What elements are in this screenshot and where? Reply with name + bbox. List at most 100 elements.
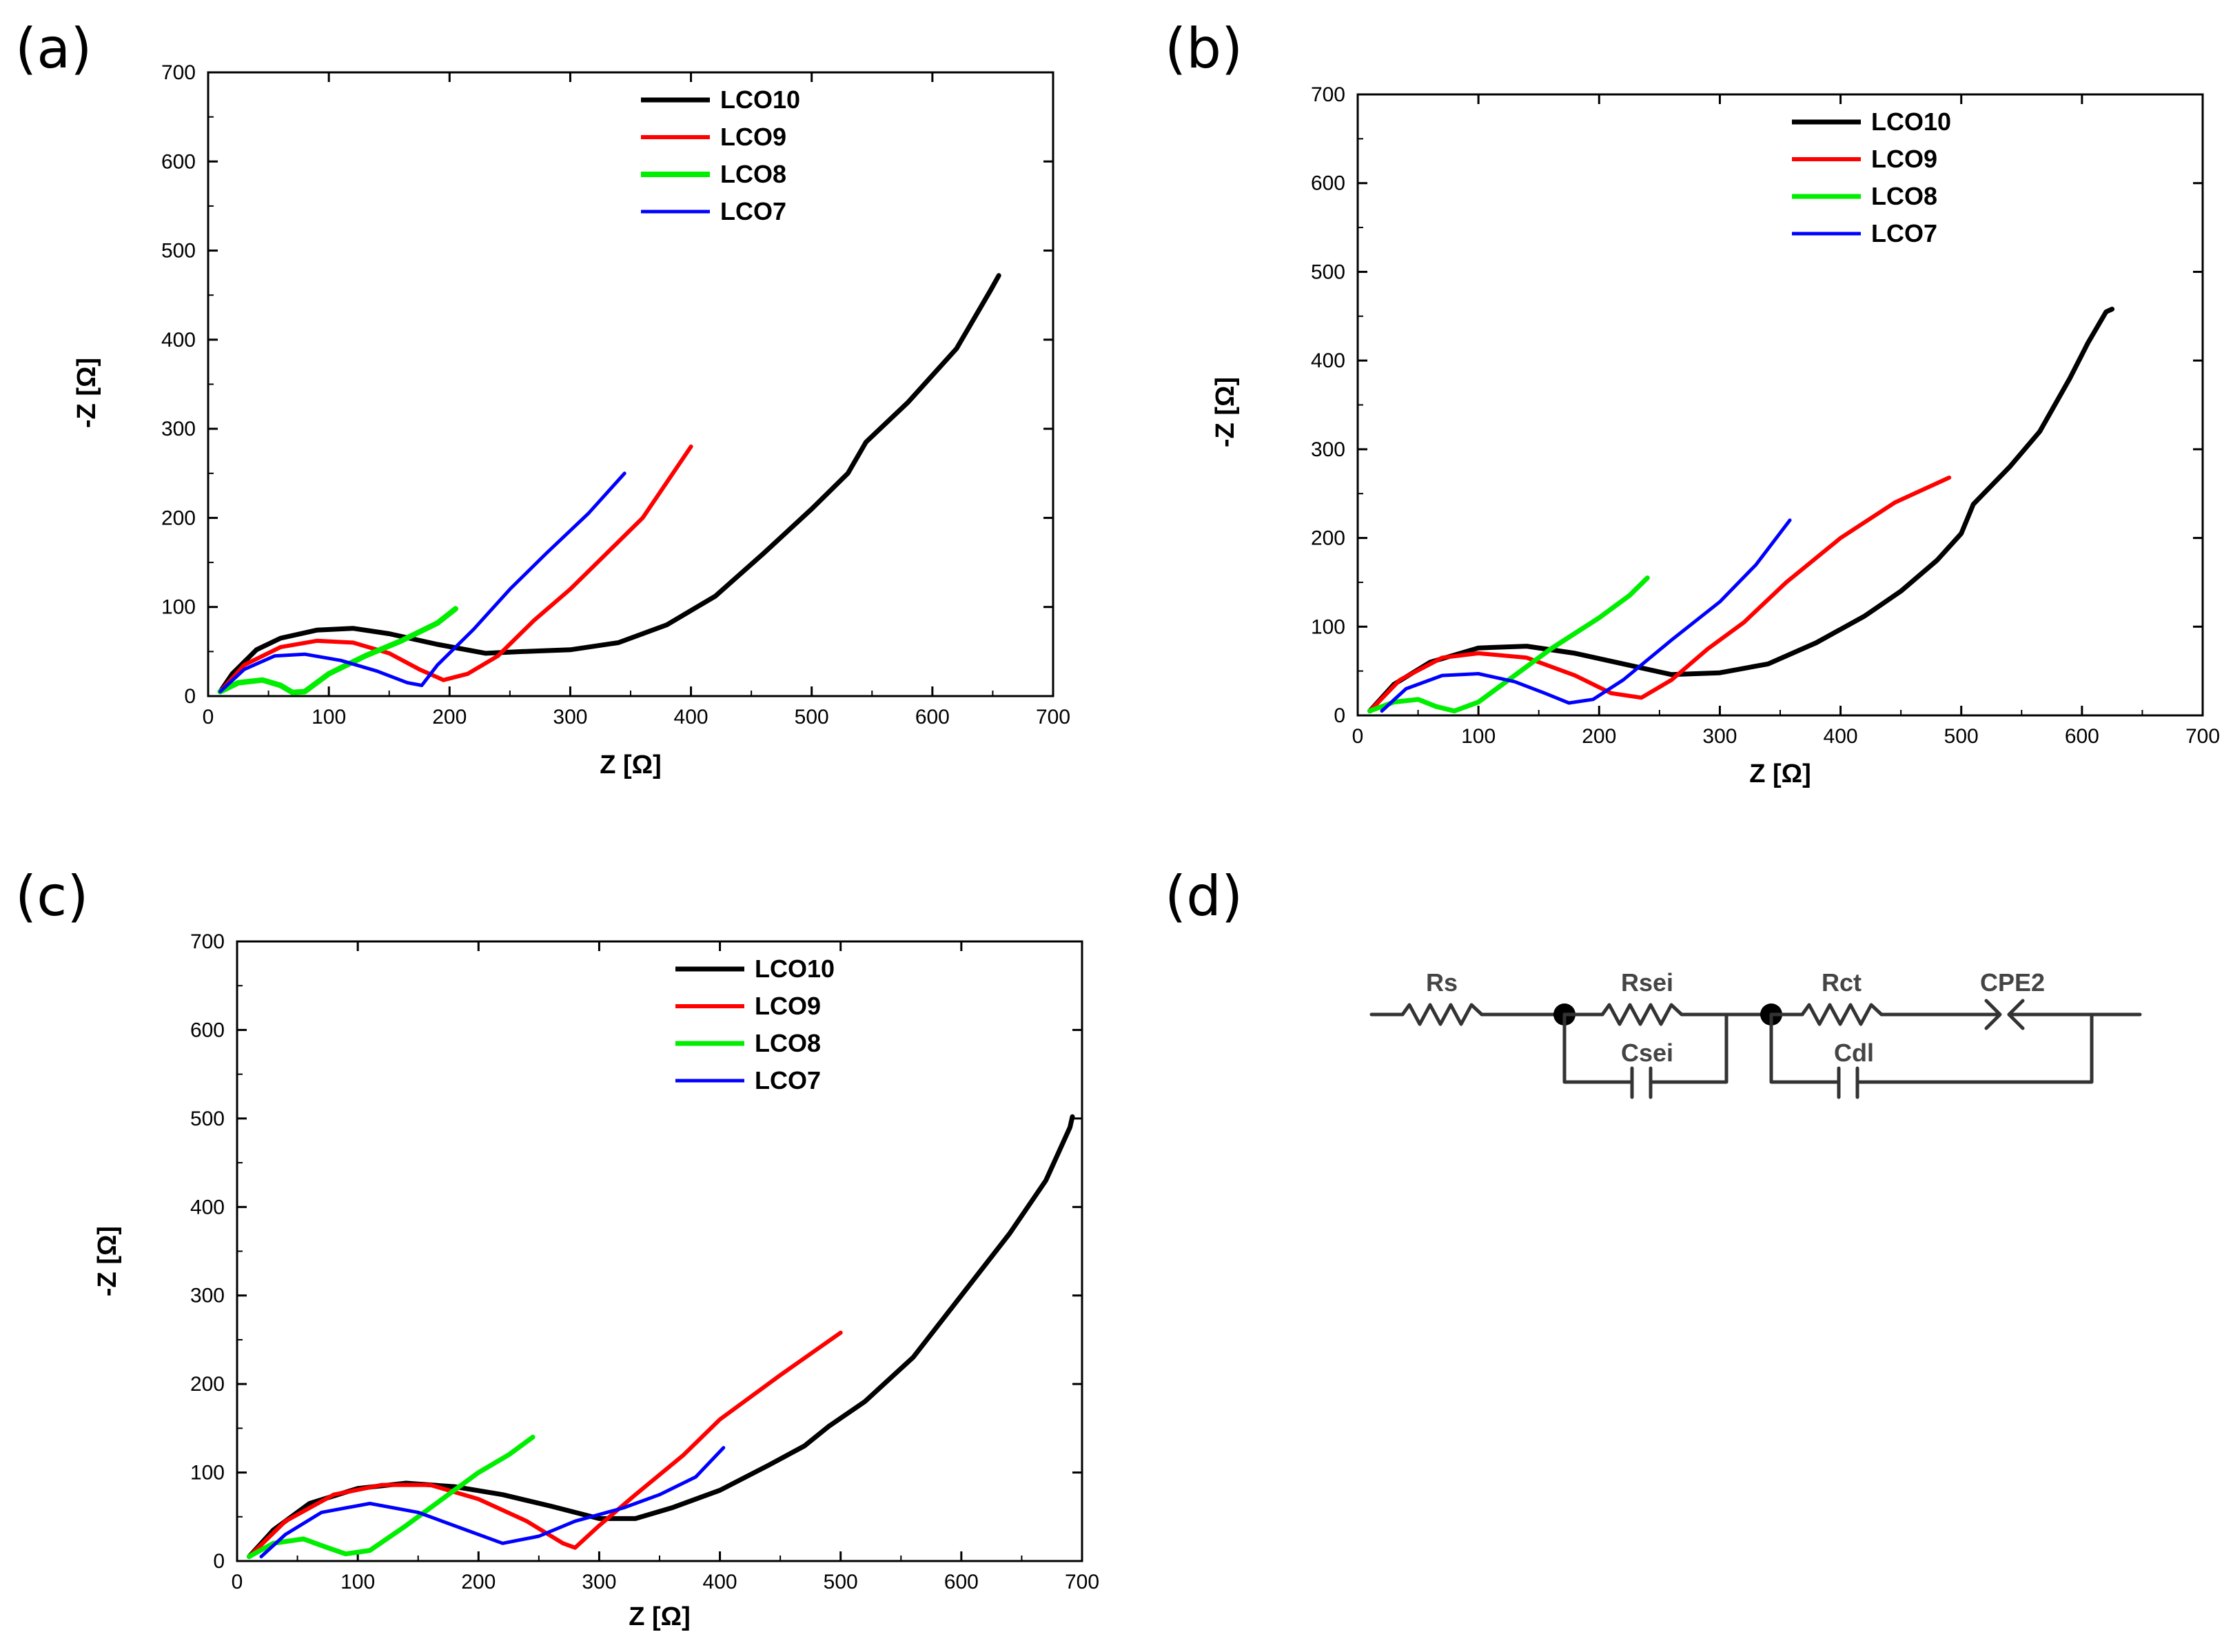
x-tick-label: 300 xyxy=(553,706,587,728)
x-tick-label: 400 xyxy=(674,706,708,728)
x-tick-label: 600 xyxy=(944,1571,979,1593)
cpe2-element-left xyxy=(1984,999,2002,1030)
wire-segment xyxy=(1855,1012,2094,1084)
x-tick-label: 0 xyxy=(203,706,214,728)
panel-label-d: (d) xyxy=(1165,864,1243,928)
legend-label-lco10: LCO10 xyxy=(1871,108,1951,136)
plot-frame xyxy=(236,940,1083,1562)
resistor-rs xyxy=(1400,1003,1484,1026)
series-line-lco8 xyxy=(247,1434,536,1560)
series-line-lco8 xyxy=(1367,575,1650,714)
x-tick-label: 700 xyxy=(1036,706,1070,728)
x-tick-label: 0 xyxy=(232,1571,243,1593)
y-tick-label: 100 xyxy=(1311,615,1345,638)
resistor-rsei xyxy=(1600,1003,1694,1026)
x-tick-label: 100 xyxy=(1461,725,1496,748)
x-tick-label: 600 xyxy=(2065,725,2099,748)
series-line-lco7 xyxy=(259,1446,726,1559)
x-tick-label: 400 xyxy=(703,1571,737,1593)
legend-label-lco9: LCO9 xyxy=(1871,145,1937,173)
x-tick-label: 600 xyxy=(915,706,950,728)
series-line-lco8 xyxy=(217,606,458,695)
series-line-lco10 xyxy=(247,1114,1075,1560)
x-tick-label: 700 xyxy=(1065,1571,1099,1593)
y-tick-label: 0 xyxy=(1334,704,1345,727)
panel-label-a: (a) xyxy=(15,17,92,81)
series-line-lco9 xyxy=(247,1330,843,1559)
y-tick-label: 300 xyxy=(190,1285,225,1307)
y-tick-label: 0 xyxy=(184,685,196,708)
y-tick-label: 700 xyxy=(190,930,225,953)
x-tick-label: 400 xyxy=(1824,725,1858,748)
equivalent-circuit xyxy=(1369,999,2142,1099)
y-tick-label: 400 xyxy=(161,329,196,351)
legend-label-lco8: LCO8 xyxy=(755,1029,821,1057)
x-tick-label: 100 xyxy=(312,706,346,728)
x-tick-label: 100 xyxy=(340,1571,375,1593)
legend-label-lco9: LCO9 xyxy=(755,992,821,1020)
y-tick-label: 600 xyxy=(161,150,196,173)
legend-label-lco10: LCO10 xyxy=(755,955,835,983)
series-line-lco10 xyxy=(218,273,1001,694)
y-axis-label: -Z [Ω] xyxy=(93,1226,122,1296)
y-tick-label: 600 xyxy=(1311,172,1345,195)
wire-segment xyxy=(1562,1012,1634,1084)
y-tick-label: 400 xyxy=(190,1196,225,1218)
y-tick-label: 600 xyxy=(190,1019,225,1041)
y-tick-label: 500 xyxy=(1311,261,1345,283)
y-tick-label: 700 xyxy=(161,61,196,84)
x-tick-label: 500 xyxy=(1944,725,1979,748)
y-tick-label: 100 xyxy=(161,596,196,619)
y-tick-label: 200 xyxy=(190,1373,225,1396)
series-line-lco9 xyxy=(218,445,693,694)
series-line-lco10 xyxy=(1367,307,2115,714)
x-tick-label: 300 xyxy=(1702,725,1737,748)
y-tick-label: 300 xyxy=(161,418,196,440)
x-tick-label: 500 xyxy=(824,1571,858,1593)
y-tick-label: 500 xyxy=(190,1108,225,1130)
panel-label-c: (c) xyxy=(15,864,88,928)
legend-label-lco7: LCO7 xyxy=(755,1066,821,1094)
y-tick-label: 700 xyxy=(1311,83,1345,106)
y-tick-label: 300 xyxy=(1311,438,1345,461)
y-tick-label: 0 xyxy=(213,1550,225,1573)
y-tick-label: 400 xyxy=(1311,349,1345,372)
chart-panel-a: 0 100 200 300 400 500 600 700 0 100 200 300 400 500 60… xyxy=(72,61,1070,779)
circuit-labels: Rs Rsei Csei Rct Cdl CPE2 xyxy=(1426,968,2045,1067)
x-tick-label: 500 xyxy=(795,706,829,728)
label-rs: Rs xyxy=(1426,968,1458,997)
x-axis-label: Z [Ω] xyxy=(600,751,662,779)
label-cpe2: CPE2 xyxy=(1980,968,2045,997)
series-line-lco7 xyxy=(1380,518,1792,713)
x-tick-label: 0 xyxy=(1352,725,1364,748)
legend-label-lco8: LCO8 xyxy=(1871,182,1937,210)
chart-panel-c: 0 100 200 300 400 500 600 700 0 100 200 300 400 500 60… xyxy=(93,930,1099,1631)
plot-frame xyxy=(1356,93,2204,717)
x-tick-label: 200 xyxy=(461,1571,496,1593)
wire-segment xyxy=(1649,1012,1729,1084)
x-axis-label: Z [Ω] xyxy=(1749,759,1811,788)
x-tick-label: 300 xyxy=(582,1571,616,1593)
y-tick-label: 200 xyxy=(161,507,196,529)
x-tick-label: 200 xyxy=(1582,725,1616,748)
y-axis-label: -Z [Ω] xyxy=(72,358,101,428)
panel-label-b: (b) xyxy=(1165,17,1243,81)
legend-label-lco7: LCO7 xyxy=(1871,219,1937,247)
label-rct: Rct xyxy=(1822,968,1862,997)
y-tick-label: 200 xyxy=(1311,527,1345,550)
label-rsei: Rsei xyxy=(1621,968,1673,997)
legend-label-lco10: LCO10 xyxy=(720,85,800,114)
wire-segment xyxy=(1769,1012,1841,1084)
label-csei: Csei xyxy=(1621,1039,1673,1067)
y-tick-label: 100 xyxy=(190,1462,225,1485)
resistor-rct xyxy=(1800,1003,1884,1026)
legend-label-lco7: LCO7 xyxy=(720,197,786,225)
x-tick-label: 200 xyxy=(432,706,467,728)
legend-label-lco9: LCO9 xyxy=(720,123,786,151)
y-tick-label: 500 xyxy=(161,240,196,263)
series-line-lco9 xyxy=(1367,476,1952,713)
x-axis-label: Z [Ω] xyxy=(629,1602,691,1631)
series-line-lco7 xyxy=(218,471,626,693)
chart-panel-b: 0 100 200 300 400 500 600 700 0 100 200 300 400 500 60… xyxy=(1211,83,2220,788)
